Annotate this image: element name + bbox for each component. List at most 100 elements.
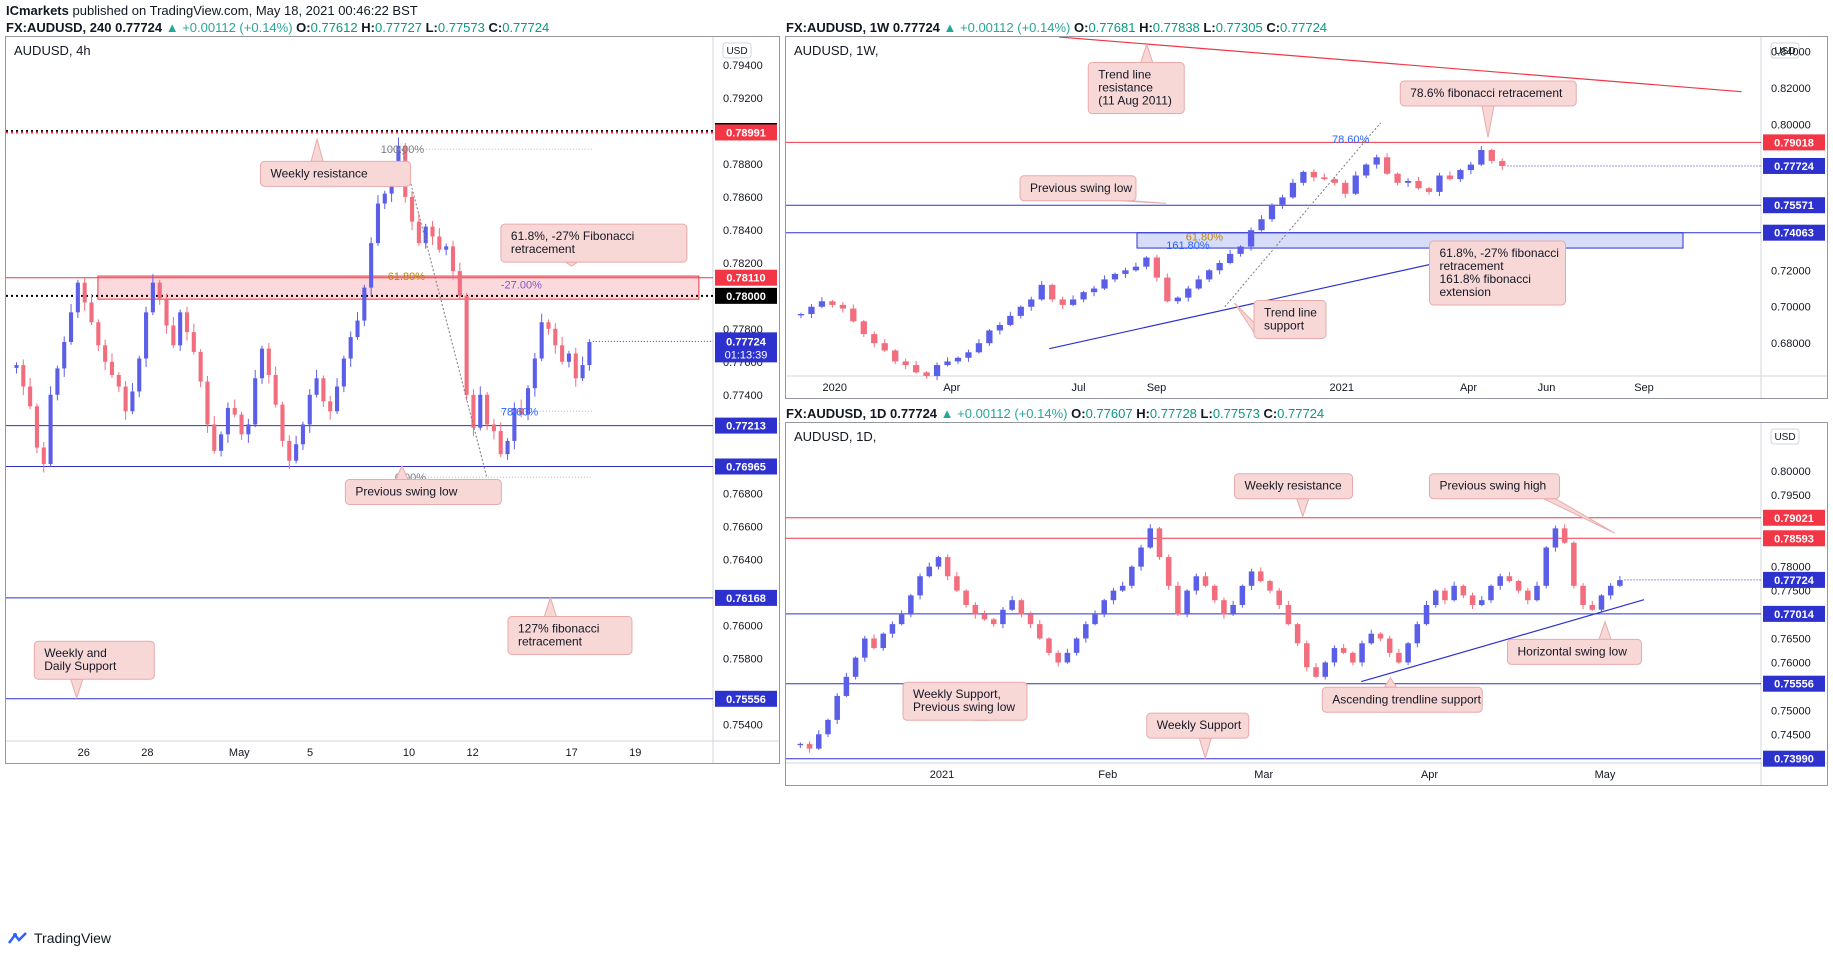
currency-badge[interactable] <box>722 42 752 59</box>
y-tick-label: 0.76000 <box>723 621 763 633</box>
candle-body <box>954 357 962 362</box>
price-level-tag <box>1763 571 1825 588</box>
candle-body <box>1083 624 1089 639</box>
candle-body <box>1268 204 1276 220</box>
legend-close: 0.77724 <box>502 20 550 35</box>
fib-connector <box>1224 122 1382 308</box>
candle-body <box>512 407 517 441</box>
callout-box[interactable] <box>902 681 1028 721</box>
candle-body <box>1359 643 1365 663</box>
legend-d1: FX:AUDUSD, 1D 0.77724 ▲ +0.00112 (+0.14%… <box>786 406 1324 421</box>
candle-body <box>816 734 822 749</box>
candle-body <box>1046 638 1052 653</box>
callout-box[interactable] <box>1019 175 1137 202</box>
x-tick-label: 28 <box>141 747 153 759</box>
price-level-tag <box>1763 530 1825 547</box>
callout-box[interactable] <box>33 640 155 680</box>
callout-text: Ascending trendline support <box>1332 692 1481 706</box>
legend-last: 0.77724 <box>892 20 940 35</box>
callout-box[interactable] <box>1146 712 1250 739</box>
x-tick-label: 12 <box>466 747 478 759</box>
callout-box[interactable] <box>1321 686 1483 713</box>
candle-body <box>362 287 367 321</box>
candle-body <box>300 424 305 445</box>
price-level-tag-text: 0.77014 <box>1774 609 1815 621</box>
callout-box[interactable] <box>1087 62 1185 115</box>
candle-body <box>1009 600 1015 610</box>
candle-body <box>280 404 285 441</box>
candle-body <box>1073 638 1080 653</box>
callout-box[interactable] <box>507 615 633 655</box>
candle-body <box>450 246 456 272</box>
chart-d1[interactable]: AUDUSD, 1D, USD 0.80000 0.79500 0.78000 0.775… <box>786 423 1827 785</box>
candle-body <box>1221 600 1227 615</box>
price-level-tag-text: 0.78110 <box>726 273 765 285</box>
currency-badge[interactable] <box>1770 42 1800 59</box>
candle-body <box>1237 246 1244 254</box>
candle-body <box>116 374 121 387</box>
price-level-tag <box>715 287 777 304</box>
chart-pane-d1[interactable]: AUDUSD, 1D, USD 0.80000 0.79500 0.78000 0.775… <box>785 422 1828 786</box>
callout-box[interactable] <box>344 479 502 506</box>
candle-body <box>881 343 888 351</box>
candle-body <box>834 695 840 720</box>
callout-pointer <box>1598 620 1612 640</box>
candle-body <box>797 314 805 316</box>
callout-box[interactable] <box>1429 473 1560 500</box>
tradingview-brand: TradingView <box>34 930 112 946</box>
fib-level-label: 100.00% <box>381 144 425 156</box>
candle-body <box>1394 173 1401 183</box>
callout-text: Weekly resistance <box>271 166 368 180</box>
callout-text: Weekly resistance <box>1245 479 1342 493</box>
candle-body <box>546 322 551 329</box>
candle-body <box>954 576 960 591</box>
chart-pane-w1[interactable]: AUDUSD, 1W, USD 0.84000 0.82000 0.80000 0.720… <box>785 36 1828 399</box>
candle-body <box>1090 288 1098 293</box>
callout-box[interactable] <box>1399 80 1577 107</box>
candle-body <box>1534 585 1540 601</box>
candle-body <box>573 353 578 379</box>
callout-text: Previous swing low <box>1030 181 1132 195</box>
candle-body <box>1451 585 1457 601</box>
candle-body <box>444 246 449 250</box>
publisher-name[interactable]: ICmarkets <box>6 3 69 18</box>
candle-body <box>1129 566 1135 586</box>
candle-body <box>423 226 428 244</box>
candle-body <box>1017 306 1024 316</box>
candle-body <box>1164 277 1171 302</box>
callout-text: (11 Aug 2011) <box>1098 94 1172 108</box>
callout-box[interactable] <box>500 223 688 263</box>
candle-body <box>525 388 531 415</box>
callout-box[interactable] <box>1507 638 1642 665</box>
candle-body <box>48 394 53 465</box>
price-level-tag <box>1763 750 1825 767</box>
chart-h4[interactable]: AUDUSD, 4h USD 0.79400 0.79200 0.78800 0.7860… <box>6 37 779 763</box>
legend-h4: FX:AUDUSD, 240 0.77724 ▲ +0.00112 (+0.14… <box>6 20 550 35</box>
callout-box[interactable] <box>1429 240 1566 306</box>
callout-text: Previous swing low <box>913 700 1015 714</box>
legend-open: 0.77681 <box>1088 20 1136 35</box>
pane-title: AUDUSD, 4h <box>14 43 91 58</box>
candle-body <box>1028 299 1035 307</box>
callout-box[interactable] <box>260 160 412 187</box>
candle-body <box>150 282 155 313</box>
callout-box[interactable] <box>1253 300 1327 339</box>
candle-body <box>808 306 815 315</box>
callout-box[interactable] <box>1234 473 1353 500</box>
price-level-tag-text: 0.73990 <box>1774 754 1814 766</box>
candle-body <box>981 614 988 620</box>
candle-body <box>1515 581 1522 591</box>
candle-body <box>1310 171 1318 178</box>
chart-pane-h4[interactable]: AUDUSD, 4h USD 0.79400 0.79200 0.78800 0.7860… <box>5 36 780 764</box>
candle-body <box>829 301 836 305</box>
candle-body <box>818 301 826 307</box>
candle-body <box>1363 164 1370 176</box>
currency-badge[interactable] <box>1770 428 1800 445</box>
candle-body <box>566 353 571 362</box>
candle-body <box>1342 182 1349 194</box>
candle-body <box>109 361 115 375</box>
candle-body <box>1119 585 1126 591</box>
currency-label: USD <box>726 46 747 57</box>
tradingview-footer[interactable]: TradingView <box>8 930 111 946</box>
